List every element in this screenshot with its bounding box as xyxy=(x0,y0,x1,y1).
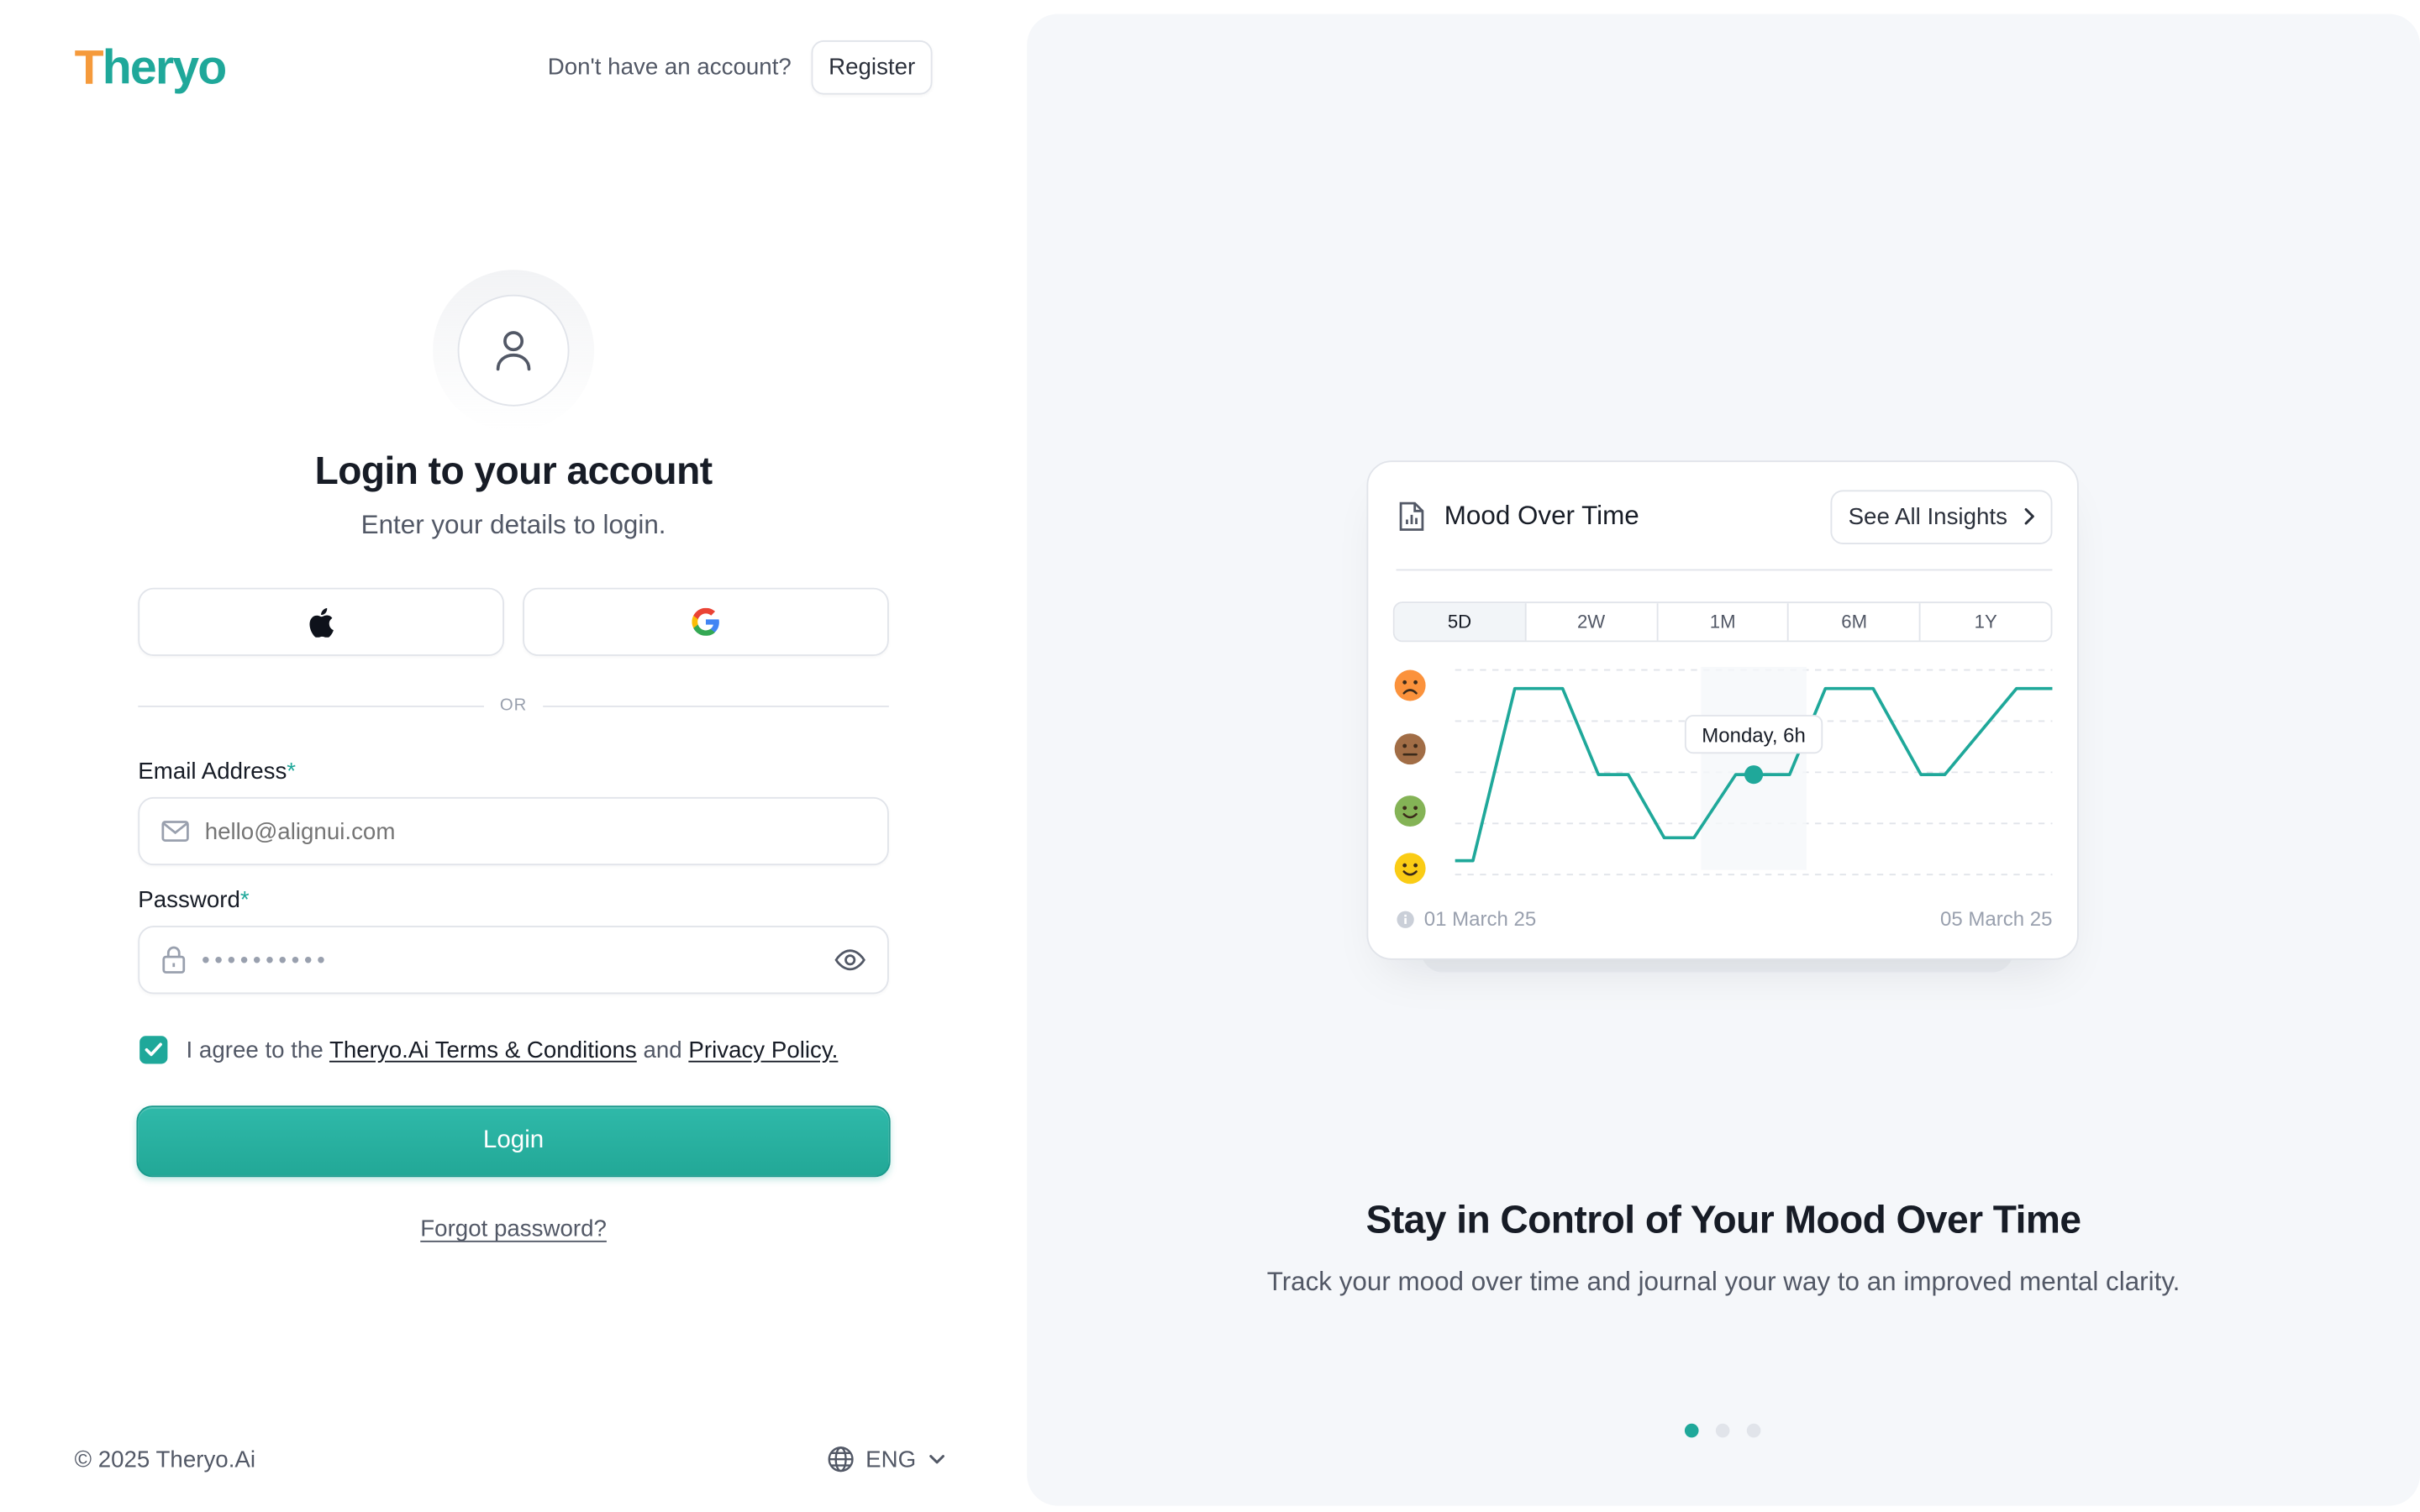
chevron-right-icon xyxy=(2024,507,2034,525)
agree-prefix: I agree to the xyxy=(186,1037,324,1063)
terms-link[interactable]: Theryo.Ai Terms & Conditions xyxy=(329,1037,637,1063)
forgot-password-link[interactable]: Forgot password? xyxy=(420,1215,607,1242)
happy-face-icon-eye xyxy=(1413,863,1418,868)
login-button[interactable]: Login xyxy=(136,1105,891,1178)
terms-checkbox[interactable] xyxy=(139,1036,168,1064)
password-field[interactable]: •••••••••• xyxy=(138,926,889,995)
email-input[interactable] xyxy=(204,817,866,845)
email-field[interactable] xyxy=(138,796,889,866)
showcase-panel: Mood Over Time See All Insights 5D 2W 1M 6M… xyxy=(1027,13,2420,1506)
register-button[interactable]: Register xyxy=(811,39,933,95)
range-tab-1y[interactable]: 1Y xyxy=(1974,611,1997,633)
range-tabs: 5D 2W 1M 6M 1Y xyxy=(1392,601,2053,643)
content-face-icon-eye xyxy=(1413,806,1418,811)
avatar xyxy=(457,294,570,407)
google-icon xyxy=(692,607,719,636)
password-input[interactable]: •••••••••• xyxy=(201,947,330,974)
globe-icon xyxy=(828,1446,854,1473)
chart-date-range: 01 March 25 05 March 25 xyxy=(1397,906,2053,931)
copyright: © 2025 Theryo.Ai xyxy=(74,1446,256,1473)
sad-face-icon xyxy=(1394,669,1426,701)
divider-line xyxy=(542,705,889,706)
range-tab-1m[interactable]: 1M xyxy=(1658,603,1790,641)
tooltip-label: Monday, 6h xyxy=(1702,724,1806,747)
apple-icon xyxy=(309,607,334,637)
insights-label: See All Insights xyxy=(1848,503,2007,530)
mail-icon xyxy=(161,821,189,842)
carousel-dot[interactable] xyxy=(1746,1423,1761,1438)
sad-face-icon-mouth xyxy=(1402,689,1418,695)
eye-icon[interactable] xyxy=(834,949,865,971)
avatar-ring xyxy=(433,270,595,432)
theryo-logo[interactable]: Theryo xyxy=(74,39,228,96)
register-prompt: Don't have an account? Register xyxy=(547,39,933,95)
mood-card-header: Mood Over Time See All Insights xyxy=(1397,489,2053,544)
lock-icon xyxy=(162,946,186,974)
password-label: Password* xyxy=(138,887,249,913)
mood-series-line xyxy=(1455,686,2053,863)
see-all-insights-button[interactable]: See All Insights xyxy=(1831,489,2053,544)
range-tab-6m[interactable]: 6M xyxy=(1789,603,1921,641)
terms-agreement: I agree to the Theryo.Ai Terms & Conditi… xyxy=(139,1034,838,1065)
page-title: Login to your account xyxy=(314,449,713,494)
agree-and: and xyxy=(643,1037,682,1063)
mood-card: Mood Over Time See All Insights 5D 2W 1M 6M… xyxy=(1366,460,2079,960)
email-label-text: Email Address xyxy=(138,758,287,785)
start-date: 01 March 25 xyxy=(1423,906,1537,931)
sad-face-icon-eye xyxy=(1413,680,1418,685)
neutral-face-icon-eye xyxy=(1413,743,1418,748)
divider-text: OR xyxy=(499,696,528,716)
highlight-point xyxy=(1744,765,1764,785)
apple-login-button[interactable] xyxy=(138,587,504,656)
happy-face-icon-mouth xyxy=(1402,870,1418,876)
email-label: Email Address* xyxy=(138,759,296,785)
logo-text: heryo xyxy=(102,39,227,95)
logo-accent-letter: T xyxy=(74,39,104,95)
end-date: 05 March 25 xyxy=(1940,906,2053,931)
forgot-password: Forgot password? xyxy=(138,1215,889,1242)
content-face-icon xyxy=(1394,795,1426,827)
bar-chart-icon xyxy=(1399,501,1424,531)
sad-face-icon-eye xyxy=(1402,680,1407,685)
privacy-link[interactable]: Privacy Policy. xyxy=(688,1037,839,1063)
carousel-dot[interactable] xyxy=(1684,1423,1699,1438)
divider-line xyxy=(138,705,485,706)
content-face-icon-mouth xyxy=(1402,812,1418,819)
required-mark: * xyxy=(239,886,250,914)
mood-chart: Monday, 6h xyxy=(1394,666,2053,885)
or-divider: OR xyxy=(138,691,889,719)
neutral-face-icon-eye xyxy=(1402,743,1407,748)
happy-face-icon-eye xyxy=(1402,863,1407,868)
showcase-description: Track your mood over time and journal yo… xyxy=(1266,1267,2181,1297)
showcase-headline: Stay in Control of Your Mood Over Time xyxy=(1365,1199,2081,1242)
neutral-face-icon xyxy=(1394,733,1426,765)
password-label-text: Password xyxy=(138,886,240,914)
carousel-dot[interactable] xyxy=(1715,1423,1730,1438)
chevron-down-icon xyxy=(929,1455,944,1464)
range-tab-2w[interactable]: 2W xyxy=(1526,603,1658,641)
user-icon xyxy=(496,331,531,371)
language-label: ENG xyxy=(865,1446,917,1473)
info-icon xyxy=(1397,910,1414,927)
carousel-dots xyxy=(1684,1423,1761,1438)
google-login-button[interactable] xyxy=(523,587,889,656)
card-divider xyxy=(1396,569,2053,571)
required-mark: * xyxy=(287,758,297,785)
content-face-icon-eye xyxy=(1402,806,1407,811)
range-tab-5d[interactable]: 5D xyxy=(1394,603,1527,641)
check-icon xyxy=(145,1042,162,1057)
happy-face-icon xyxy=(1394,853,1426,885)
card-title: Mood Over Time xyxy=(1444,501,1639,531)
register-question: Don't have an account? xyxy=(547,54,792,81)
tooltip-box xyxy=(1684,715,1823,754)
language-selector[interactable]: ENG xyxy=(827,1446,945,1473)
page-subtitle: Enter your details to login. xyxy=(360,510,666,540)
